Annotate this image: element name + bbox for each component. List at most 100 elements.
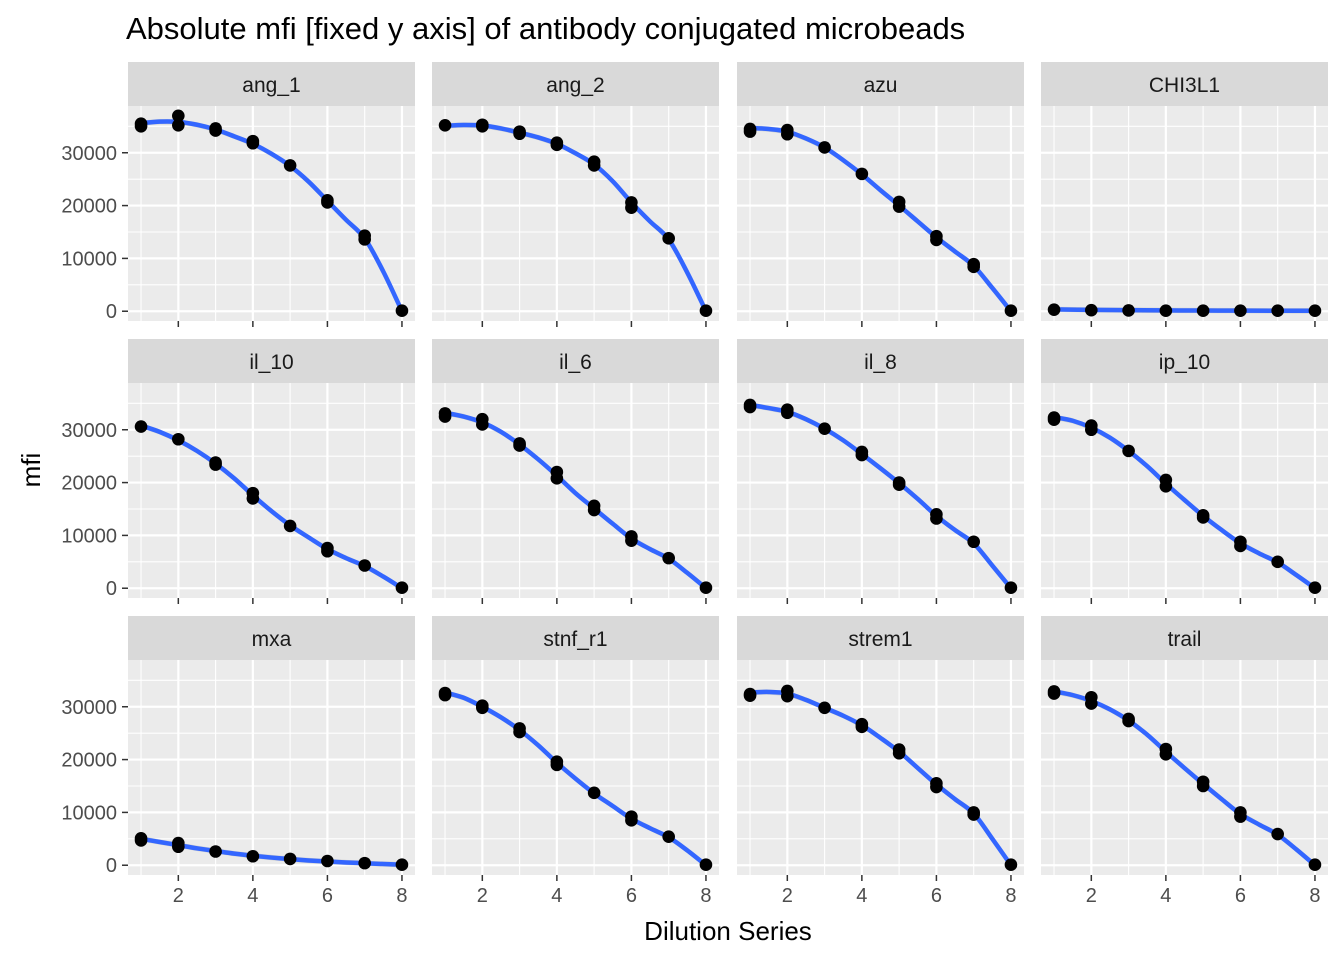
x-tick-label: 8	[1309, 885, 1320, 907]
data-point	[209, 124, 222, 137]
data-point	[246, 136, 260, 150]
x-tick-label: 6	[626, 885, 637, 907]
y-tick-label: 30000	[61, 143, 117, 165]
data-point	[625, 814, 638, 827]
data-point	[438, 118, 452, 132]
data-point	[930, 233, 943, 247]
y-tick-label: 20000	[61, 750, 117, 772]
data-point	[321, 854, 334, 868]
data-point	[625, 201, 638, 214]
data-point	[246, 492, 260, 505]
x-tick-label: 6	[1235, 885, 1246, 907]
data-point	[1196, 304, 1210, 317]
facet-panel-ip_10: ip_10	[1041, 339, 1328, 604]
data-point	[358, 856, 371, 870]
data-point	[1047, 303, 1061, 316]
facet-panel-azu: azu	[737, 62, 1024, 327]
facet-strip-label: CHI3L1	[1149, 74, 1220, 97]
data-point	[283, 159, 297, 172]
data-point	[1004, 858, 1018, 871]
y-tick-label: 30000	[61, 697, 117, 719]
data-point	[1308, 581, 1322, 594]
data-point	[476, 120, 489, 133]
data-point	[930, 780, 943, 794]
data-point	[1234, 539, 1247, 553]
x-tick-label: 8	[1005, 885, 1016, 907]
facet-strip	[1041, 62, 1328, 106]
data-point	[967, 260, 980, 274]
facet-strip-label: ang_2	[546, 74, 604, 97]
data-point	[855, 167, 869, 181]
x-tick-label: 6	[931, 885, 942, 907]
y-tick-label: 0	[106, 855, 117, 877]
data-point	[781, 127, 794, 141]
data-point	[1159, 747, 1173, 761]
y-tick-label: 10000	[61, 802, 117, 824]
y-tick-label: 0	[106, 578, 117, 600]
data-point	[209, 458, 222, 471]
data-point	[587, 786, 601, 800]
data-point	[358, 233, 371, 246]
data-point	[476, 701, 489, 715]
data-point	[476, 418, 489, 431]
data-point	[892, 478, 906, 491]
data-point	[662, 551, 675, 565]
facet-panel-trail: trail 2 4 6 8	[1041, 616, 1328, 907]
data-point	[818, 141, 831, 154]
data-point	[1122, 304, 1135, 317]
data-point	[134, 120, 148, 133]
facet-strip	[1041, 339, 1328, 383]
data-point	[1004, 304, 1018, 317]
facet-panel-il_6: il_6	[432, 339, 719, 604]
facet-panel-ang_1: ang_1 0 10000 20000 30000	[61, 62, 415, 327]
data-point	[246, 849, 260, 863]
facet-strip-label: strem1	[848, 628, 912, 651]
x-tick-label: 2	[782, 885, 793, 907]
data-point	[1308, 304, 1322, 317]
facet-strip-label: il_6	[559, 351, 592, 374]
y-tick-label: 10000	[61, 525, 117, 547]
data-point	[513, 127, 526, 141]
x-tick-label: 2	[173, 885, 184, 907]
data-point	[1196, 779, 1210, 793]
x-axis-label: Dilution Series	[644, 916, 812, 946]
data-point	[1085, 697, 1098, 710]
x-tick-label: 4	[247, 885, 258, 907]
panels-layer: ang_1 0 10000 20000 30000 ang_2 azu CHI3L1 il_10…	[61, 62, 1328, 907]
data-point	[1122, 714, 1135, 728]
data-point	[321, 544, 334, 558]
facet-panel-stnf_r1: stnf_r1 2 4 6 8	[432, 616, 719, 907]
data-point	[134, 420, 148, 433]
data-point	[395, 581, 409, 594]
data-point	[1271, 827, 1284, 841]
data-point	[699, 858, 713, 871]
data-point	[513, 439, 526, 452]
data-point	[1234, 810, 1247, 823]
data-point	[1047, 687, 1061, 700]
data-point	[1085, 303, 1098, 317]
x-tick-label: 8	[396, 885, 407, 907]
chart-title: Absolute mfi [fixed y axis] of antibody …	[126, 11, 965, 46]
data-point	[1085, 423, 1098, 437]
data-point	[781, 689, 794, 703]
panel-background	[737, 106, 1024, 321]
data-point	[438, 688, 452, 702]
facet-strip-label: stnf_r1	[543, 628, 607, 651]
facet-strip	[128, 62, 415, 106]
data-point	[1234, 304, 1247, 317]
x-tick-label: 4	[856, 885, 867, 907]
data-point	[438, 410, 452, 423]
data-point	[1271, 555, 1284, 569]
data-point	[1308, 858, 1322, 871]
data-point	[1159, 304, 1173, 317]
data-point	[699, 304, 713, 317]
facet-panel-strem1: strem1 2 4 6 8	[737, 616, 1024, 907]
data-point	[1196, 511, 1210, 524]
data-point	[134, 834, 148, 847]
data-point	[513, 725, 526, 739]
data-point	[283, 852, 297, 866]
facet-strip	[737, 62, 1024, 106]
data-point	[395, 304, 409, 317]
data-point	[662, 830, 675, 844]
data-point	[1004, 581, 1018, 594]
